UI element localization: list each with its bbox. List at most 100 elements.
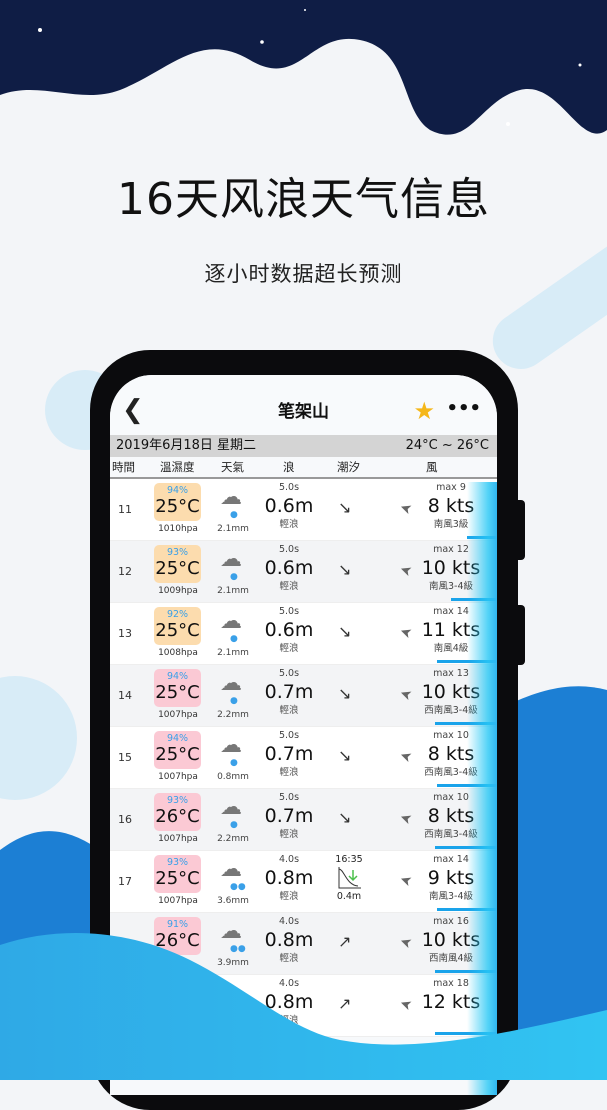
favorite-star-icon[interactable]: ★ xyxy=(413,397,435,425)
table-row[interactable]: 14 94% 25°C 1007hpa ☁ ● 2.2mm 5.0s 0.7m 輕浪 ↘ ➤ max 1… xyxy=(110,665,497,727)
rainfall: 2.2mm xyxy=(217,834,249,844)
wind-max: max 12 xyxy=(433,544,469,555)
table-row[interactable]: 12 93% 25°C 1009hpa ☁ ● 2.1mm 5.0s 0.6m 輕浪 ↘ ➤ max 1… xyxy=(110,541,497,603)
page-title: 笔架山 xyxy=(278,402,329,422)
wind-speed: 8 kts xyxy=(427,495,475,517)
hour: 11 xyxy=(118,503,132,516)
humidity: 91% xyxy=(166,919,189,930)
wind-speed: 10 kts xyxy=(421,557,481,579)
wind-bar xyxy=(437,784,497,787)
forecast-list[interactable]: 11 94% 25°C 1010hpa ☁ ● 2.1mm 5.0s 0.6m 輕浪 ↘ ➤ max 9… xyxy=(110,479,497,1037)
wave-label: 輕浪 xyxy=(279,953,299,964)
temp-box: 91% 26°C xyxy=(154,917,201,955)
wind-direction-icon: ➤ xyxy=(397,498,415,518)
wave-period: 5.0s xyxy=(278,668,300,679)
wind-bar xyxy=(435,1032,497,1035)
hour: 16 xyxy=(118,813,132,826)
temperature: 25°C xyxy=(155,682,200,703)
raindrop-icon: ● xyxy=(230,510,238,520)
raindrop-icon: ● xyxy=(230,696,238,706)
wind-level: 南風3-4級 xyxy=(428,891,474,902)
temperature: 26°C xyxy=(155,806,200,827)
wave-height: 0.7m xyxy=(264,743,314,765)
wave-period: 5.0s xyxy=(278,792,300,803)
rain-cloud-icon: ☁ xyxy=(220,733,242,758)
table-row[interactable]: ☁ ● 4.0s 0.8m 輕浪 ↗ ➤ max 18 12 kts xyxy=(110,975,497,1037)
pressure: 1007hpa xyxy=(158,834,198,844)
raindrop-icon: ● xyxy=(230,634,238,644)
pressure: 1008hpa xyxy=(158,648,198,658)
wind-max: max 14 xyxy=(433,606,469,617)
wave-height: 0.8m xyxy=(264,991,314,1013)
rainfall: 3.6mm xyxy=(217,896,249,906)
stars xyxy=(38,9,582,126)
rain-cloud-icon: ☁ xyxy=(220,919,242,944)
hour: 15 xyxy=(118,751,132,764)
back-icon[interactable]: ❮ xyxy=(122,395,144,425)
tide-time: 16:35 xyxy=(335,854,363,865)
wave-period: 4.0s xyxy=(278,854,300,865)
raindrop-icon: ● xyxy=(230,1006,238,1016)
rain-cloud-icon: ☁ xyxy=(220,547,242,572)
wind-max: max 13 xyxy=(433,668,469,679)
wave-height: 0.6m xyxy=(264,619,314,641)
date-label: 2019年6月18日 星期二 xyxy=(116,438,257,453)
rainfall: 0.8mm xyxy=(217,772,249,782)
tide-arrow-icon: ↗ xyxy=(338,994,352,1013)
rain-cloud-icon: ☁ xyxy=(220,795,242,820)
wave-label: 輕浪 xyxy=(279,767,299,778)
nav-bar: ❮ 笔架山 ★ ••• xyxy=(110,375,497,435)
humidity: 92% xyxy=(166,609,189,620)
wind-level: 南風3級 xyxy=(433,519,469,530)
tide-arrow-icon: ↘ xyxy=(338,684,352,703)
table-row[interactable]: 11 94% 25°C 1010hpa ☁ ● 2.1mm 5.0s 0.6m 輕浪 ↘ ➤ max 9… xyxy=(110,479,497,541)
promo-subtitle: 逐小时数据超长预测 xyxy=(204,262,403,286)
wave-period: 5.0s xyxy=(278,544,300,555)
phone-side-button xyxy=(516,605,525,665)
pressure: 1007hpa xyxy=(158,896,198,906)
table-row[interactable]: 91% 26°C ☁ ●● 3.9mm 4.0s 0.8m 輕浪 ↗ ➤ max 16 10 kts 西… xyxy=(110,913,497,975)
low-tide-icon xyxy=(338,867,361,889)
app-screen: ❮ 笔架山 ★ ••• 2019年6月18日 星期二 24°C ~ 26°C 時… xyxy=(110,375,497,1095)
col-wave: 浪 xyxy=(283,460,295,474)
rainfall: 2.2mm xyxy=(217,710,249,720)
wind-bar xyxy=(435,846,497,849)
table-row[interactable]: 17 93% 25°C 1007hpa ☁ ●● 3.6mm 4.0s 0.8m 輕浪 16:35 0… xyxy=(110,851,497,913)
raindrop-icon: ● xyxy=(230,758,238,768)
wind-max: max 16 xyxy=(433,916,469,927)
table-row[interactable]: 16 93% 26°C 1007hpa ☁ ● 2.2mm 5.0s 0.7m 輕浪 ↘ ➤ max 1… xyxy=(110,789,497,851)
tide-arrow-icon: ↘ xyxy=(338,498,352,517)
more-icon[interactable]: ••• xyxy=(446,398,481,419)
wind-bar xyxy=(467,536,497,539)
col-temp-humidity: 溫濕度 xyxy=(160,460,195,474)
hour: 17 xyxy=(118,875,132,888)
temp-box: 94% 25°C xyxy=(154,483,201,521)
night-sky xyxy=(0,0,607,135)
wind-level: 西南風3-4級 xyxy=(424,705,478,716)
temp-box: 93% 25°C xyxy=(154,545,201,583)
temp-box: 93% 25°C xyxy=(154,855,201,893)
phone-side-button xyxy=(516,500,525,560)
wind-direction-icon: ➤ xyxy=(397,870,415,890)
temp-box: 94% 25°C xyxy=(154,669,201,707)
wave-period: 5.0s xyxy=(278,606,300,617)
wind-speed: 10 kts xyxy=(421,681,481,703)
table-row[interactable]: 13 92% 25°C 1008hpa ☁ ● 2.1mm 5.0s 0.6m 輕浪 ↘ ➤ max 1… xyxy=(110,603,497,665)
column-headers: 時間 溫濕度 天氣 浪 潮汐 風 xyxy=(110,457,497,479)
wind-direction-icon: ➤ xyxy=(397,684,415,704)
rainfall: 2.1mm xyxy=(217,648,249,658)
wave-height: 0.8m xyxy=(264,929,314,951)
rainfall: 2.1mm xyxy=(217,586,249,596)
col-tide: 潮汐 xyxy=(337,460,360,474)
wind-max: max 9 xyxy=(436,482,466,493)
tide-arrow-icon: ↘ xyxy=(338,808,352,827)
rain-cloud-icon: ☁ xyxy=(220,981,242,1006)
wind-direction-icon: ➤ xyxy=(397,932,415,952)
rain-cloud-icon: ☁ xyxy=(220,857,242,882)
col-wind: 風 xyxy=(426,460,438,474)
col-weather: 天氣 xyxy=(221,460,244,474)
raindrop-icon: ● xyxy=(230,820,238,830)
table-row[interactable]: 15 94% 25°C 1007hpa ☁ ● 0.8mm 5.0s 0.7m 輕浪 ↘ ➤ max 1… xyxy=(110,727,497,789)
humidity: 93% xyxy=(166,547,189,558)
hour: 14 xyxy=(118,689,132,702)
